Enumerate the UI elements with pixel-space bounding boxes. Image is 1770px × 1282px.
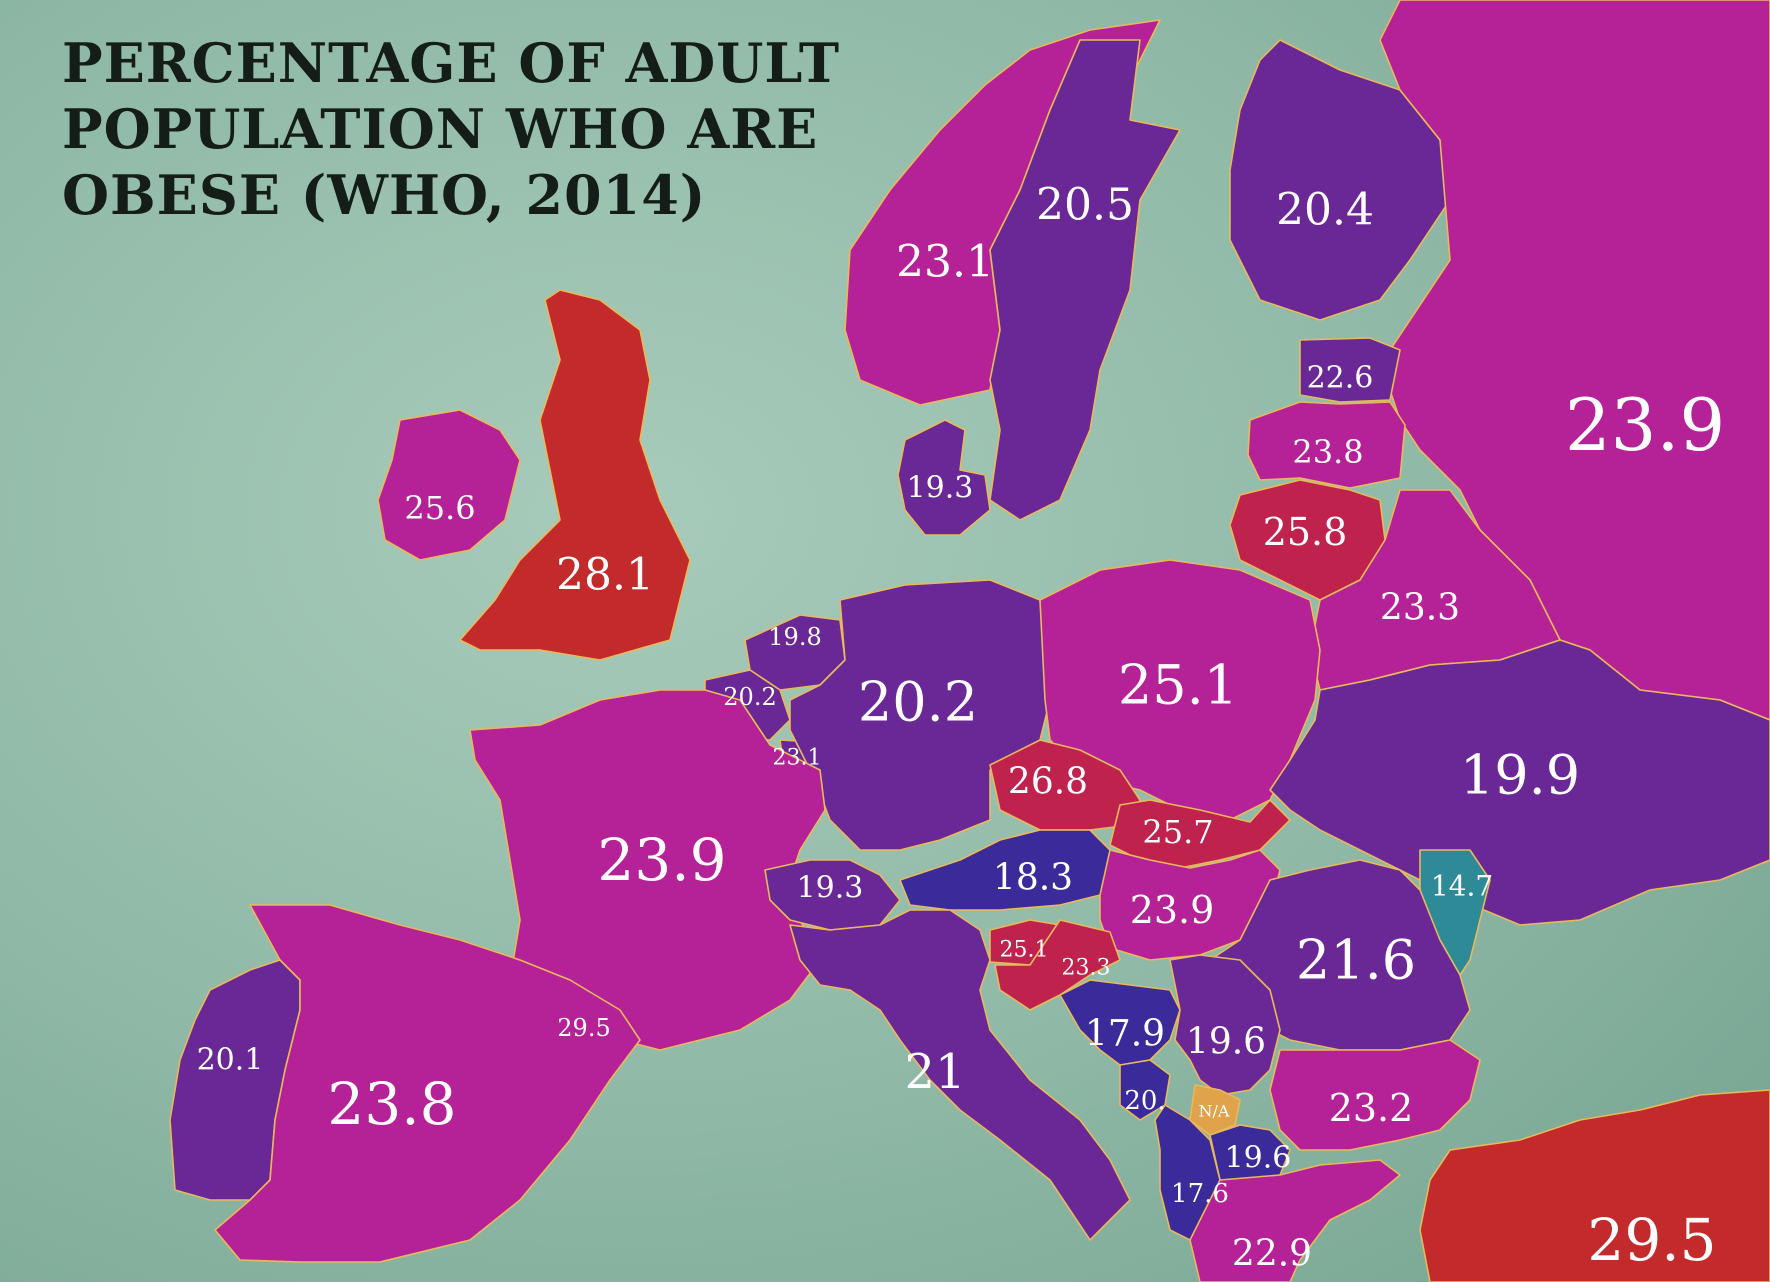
country-switzerland[interactable] (764, 859, 901, 931)
value-label-albania: 17.6 (1171, 1179, 1229, 1209)
value-label-slovakia: 25.7 (1142, 813, 1213, 851)
value-label-slovenia: 25.1 (1000, 938, 1049, 963)
value-label-turkey: 29.5 (1587, 1206, 1716, 1274)
value-label-finland: 20.4 (1276, 185, 1374, 236)
value-label-greece: 22.9 (1232, 1234, 1312, 1275)
country-latvia[interactable] (1247, 401, 1406, 489)
value-label-austria: 18.3 (993, 858, 1073, 899)
value-label-bulgaria: 23.2 (1329, 1086, 1414, 1130)
country-greece[interactable] (1189, 1159, 1401, 1282)
country-spain[interactable] (214, 904, 641, 1263)
value-label-russia: 23.9 (1565, 383, 1725, 467)
value-label-switzerland: 19.3 (797, 871, 864, 906)
map-title-line-3: OBESE (WHO, 2014) (62, 163, 707, 227)
value-label-lithuania: 25.8 (1263, 510, 1348, 554)
value-label-bosnia: 17.9 (1085, 1014, 1165, 1055)
country-bulgaria[interactable] (1269, 1039, 1481, 1151)
value-label-netherlands: 19.8 (768, 623, 821, 651)
value-label-serbia: 19.6 (1186, 1022, 1266, 1063)
country-united-kingdom[interactable] (459, 289, 691, 661)
value-label-north-macedonia: 19.6 (1225, 1141, 1292, 1176)
value-label-sweden: 20.5 (1036, 180, 1134, 231)
value-label-portugal: 20.1 (197, 1043, 264, 1078)
country-ireland[interactable] (377, 409, 521, 561)
country-norway[interactable] (844, 19, 1161, 406)
country-value-labels: 28.1 25.6 23.1 20.5 20.4 23.9 22.6 23.8 19.3 25.8… (197, 180, 1726, 1275)
value-label-denmark: 19.3 (907, 471, 974, 506)
value-label-norway: 23.1 (896, 237, 994, 288)
value-label-luxembourg: 23.1 (773, 746, 822, 771)
value-label-ireland: 25.6 (404, 489, 475, 527)
value-label-latvia: 23.8 (1292, 433, 1363, 471)
value-label-france: 23.9 (597, 826, 726, 894)
country-estonia[interactable] (1299, 337, 1401, 403)
value-label-germany: 20.2 (858, 671, 978, 734)
value-label-romania: 21.6 (1296, 929, 1416, 992)
value-label-czechia: 26.8 (1008, 762, 1088, 803)
value-label-hungary: 23.9 (1130, 888, 1215, 932)
country-shapes (169, 0, 1770, 1282)
value-label-belarus: 23.3 (1380, 588, 1460, 629)
value-label-ukraine: 19.9 (1460, 744, 1580, 807)
value-label-poland: 25.1 (1118, 654, 1238, 717)
value-label-moldova: 14.7 (1431, 870, 1493, 903)
map-title-line-1: PERCENTAGE OF ADULT (62, 31, 841, 95)
country-italy[interactable] (789, 909, 1131, 1241)
map-title: PERCENTAGE OF ADULT POPULATION WHO ARE O… (62, 30, 882, 228)
value-label-montenegro: 20. (1124, 1086, 1165, 1116)
country-turkey[interactable] (1419, 1089, 1770, 1282)
value-label-estonia: 22.6 (1307, 361, 1374, 396)
value-label-belgium: 20.2 (723, 683, 776, 711)
country-bosnia[interactable] (1059, 979, 1181, 1066)
country-sweden[interactable] (989, 39, 1181, 521)
country-serbia[interactable] (1169, 954, 1281, 1096)
country-croatia[interactable] (994, 919, 1121, 1011)
value-label-united-kingdom: 28.1 (556, 550, 654, 601)
value-label-italy: 21 (904, 1044, 965, 1100)
country-ukraine[interactable] (1269, 639, 1770, 926)
value-label-spain: 23.8 (327, 1070, 456, 1138)
country-denmark[interactable] (897, 419, 991, 536)
map-title-line-2: POPULATION WHO ARE (62, 97, 819, 161)
value-label-croatia: 23.3 (1062, 956, 1111, 981)
value-label-andorra: 29.5 (557, 1014, 610, 1042)
value-label-kosovo: N/A (1199, 1102, 1230, 1121)
